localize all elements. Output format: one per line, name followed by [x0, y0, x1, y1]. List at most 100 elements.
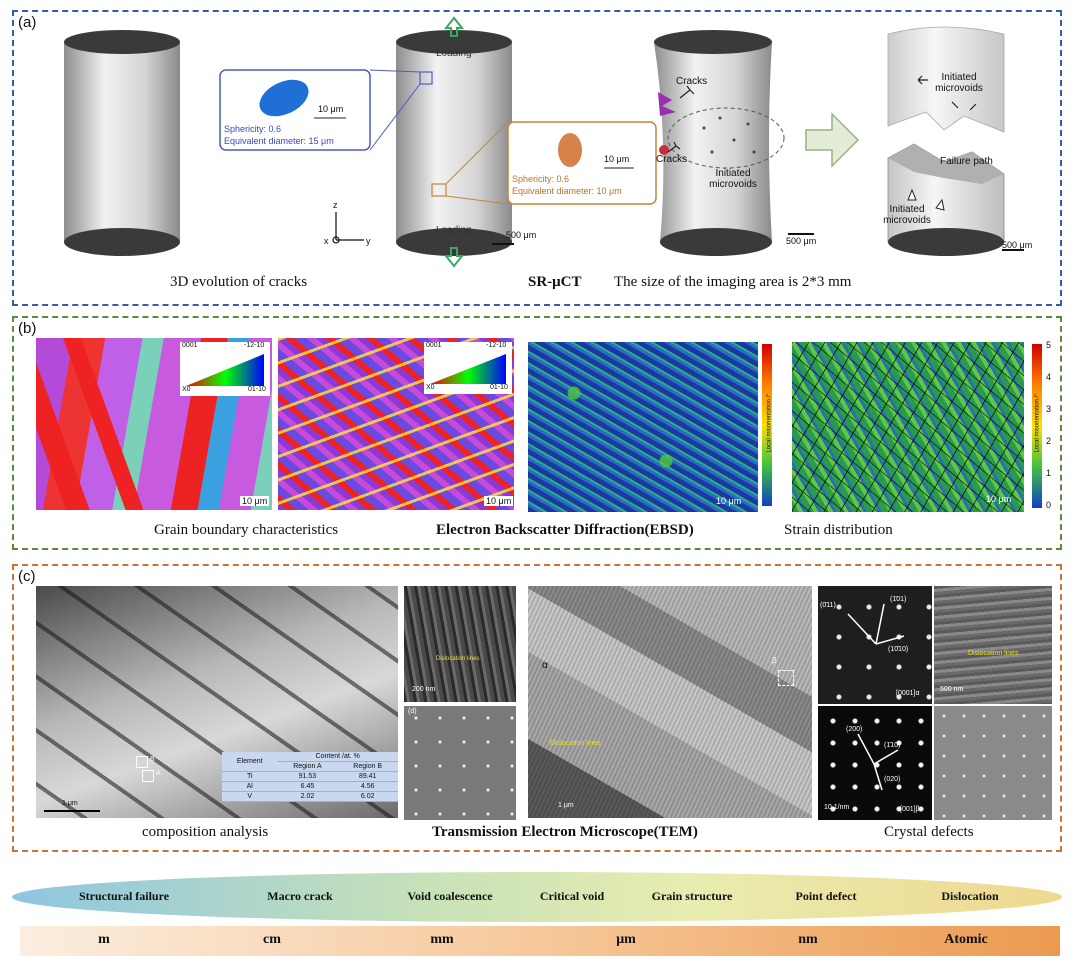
colorbar-2-tick-0: 0 — [1046, 500, 1052, 510]
saed-alpha-spot-1: (0̄11) — [820, 602, 836, 609]
initiated-microvoids-label: Initiated microvoids — [709, 168, 757, 190]
small-saed-pattern — [404, 706, 516, 820]
colorbar-1 — [762, 344, 772, 506]
center-label: Dislocation lines — [550, 740, 601, 747]
tem-right-dislocations — [934, 586, 1052, 704]
table-header-region-a: Region A — [277, 761, 338, 772]
orange-inset-scale: 10 μm — [604, 154, 630, 164]
table-cell: 6.02 — [337, 791, 398, 802]
cracks-label-1: Cracks — [676, 76, 708, 87]
panel-b-label: (b) — [18, 320, 37, 337]
ipf-1-top-left: 0001 — [182, 342, 198, 349]
saed-alpha-arrows — [847, 603, 905, 645]
kam-2-scale: 10 μm — [986, 494, 1012, 504]
failure-path-label: Failure path — [940, 156, 993, 167]
panel-a-label: (a) — [18, 14, 37, 31]
cylinder-2 — [396, 30, 512, 256]
blue-inset-scale: 10 μm — [318, 104, 344, 114]
kam-1-scale: 10 μm — [716, 496, 742, 506]
table-row: Al 6.45 4.56 — [222, 781, 398, 792]
tem-central — [528, 586, 812, 818]
phenomenon-point-defect: Point defect — [795, 889, 857, 903]
panel-b-caption-left: Grain boundary characteristics — [154, 522, 339, 538]
colorbar-2-tick-2: 2 — [1046, 436, 1052, 446]
blue-inset-sphericity: Sphericity: 0.6 — [224, 124, 282, 134]
scale-bar-label-3: 500 μm — [1002, 240, 1033, 250]
cylinder-1 — [64, 30, 180, 256]
table-row: V 2.02 6.02 — [222, 791, 398, 802]
ipf-2-top-right: -12-10 — [486, 342, 507, 349]
center-alpha-label: α — [542, 660, 548, 671]
initiated-microvoids-top-label: Initiated microvoids — [935, 72, 983, 94]
phenomenon-grain-structure: Grain structure — [651, 889, 733, 903]
saed-beta-spot-3: (020) — [884, 776, 901, 783]
region-b-label: B — [150, 756, 155, 763]
initiated-microvoids-bottom-label: Initiated microvoids — [883, 204, 931, 226]
table-cell: 89.41 — [337, 771, 398, 782]
right-tem-label: Dislocation lines — [968, 650, 1019, 657]
axis-x-label: x — [324, 236, 329, 246]
ipf-key-1 — [180, 342, 270, 396]
scale-bar-label-2: 500 μm — [786, 236, 817, 246]
unit-cm: cm — [263, 932, 281, 947]
region-a-box — [142, 770, 154, 782]
ebsd-2-scale: 10 μm — [484, 496, 514, 506]
units-band — [20, 926, 1060, 956]
kam-map-2 — [792, 342, 1024, 512]
center-scale: 1 μm — [558, 802, 574, 809]
colorbar-2-tick-1: 1 — [1046, 468, 1052, 478]
phenomenon-structural-failure: Structural failure — [78, 889, 170, 903]
panel-a-caption-method: SR-μCT — [528, 274, 582, 290]
saed-alpha-spot-3: (10̄10) — [888, 646, 909, 653]
panel-a-caption-left: 3D evolution of cracks — [170, 274, 308, 290]
blue-inset-diameter: Equivalent diameter: 15 μm — [224, 136, 334, 146]
scale-bar-label-1: 500 μm — [506, 230, 537, 240]
saed-beta-arrows — [857, 733, 899, 791]
colorbar-2-tick-4: 4 — [1046, 372, 1052, 382]
colorbar-2 — [1032, 344, 1042, 508]
center-beta-label: β — [772, 656, 777, 665]
cracks-label-2: Cracks — [656, 154, 688, 165]
panel-b-caption-method: Electron Backscatter Diffraction(EBSD) — [436, 522, 694, 538]
saed-alpha-zone: [0001]α — [896, 690, 920, 697]
ipf-key-2 — [424, 342, 512, 394]
cylinder-4-fractured — [887, 26, 1005, 256]
coordinate-axes — [332, 212, 364, 244]
panel-b-caption-right: Strain distribution — [784, 522, 893, 538]
ipf-2-bottom-right: 01-10 — [490, 384, 508, 391]
center-region-box — [778, 670, 794, 686]
phenomenon-critical-void: Critical void — [539, 889, 605, 903]
table-cell: Al — [222, 781, 278, 792]
table-cell: 4.56 — [337, 781, 398, 792]
colorbar-2-tick-5: 5 — [1046, 340, 1052, 350]
panel-c — [12, 564, 1062, 852]
table-cell: 2.02 — [277, 791, 338, 802]
table-row: Ti 91.53 89.41 — [222, 771, 398, 782]
unit-um: μm — [616, 932, 636, 947]
loading-top-label: Loading — [436, 48, 472, 59]
saed-beta-zone: [001]β — [900, 806, 920, 813]
cylinder-3 — [654, 30, 785, 256]
panel-c-caption-right: Crystal defects — [884, 824, 974, 840]
right-tem-scale: 500 nm — [940, 686, 964, 693]
region-a-label: A — [156, 770, 161, 777]
loading-bottom-label: Loading — [436, 225, 472, 236]
colorbar-1-label: Local misorientation /° — [766, 393, 773, 453]
colorbar-2-label: Local misorientation /° — [1034, 393, 1041, 453]
saed-beta-scale: 10 1/nm — [824, 804, 850, 811]
phenomena-band — [12, 872, 1062, 922]
small-tem-label: Dislocation lines — [436, 656, 480, 662]
unit-mm: mm — [430, 932, 454, 947]
bright-field-scale-bar — [44, 810, 100, 812]
saed-alpha-spot-2: (1̄01) — [890, 596, 907, 603]
panel-c-caption-left: composition analysis — [142, 824, 269, 840]
ebsd-1-scale: 10 μm — [240, 496, 270, 506]
colorbar-2-tick-3: 3 — [1046, 404, 1052, 414]
panel-a-figure — [64, 16, 1024, 268]
phenomenon-macro-crack: Macro crack — [267, 889, 333, 903]
table-cell: 91.53 — [277, 771, 338, 782]
orange-inset-sphericity: Sphericity: 0.6 — [512, 174, 570, 184]
kam-map-1 — [528, 342, 758, 512]
composition-table: Element Content /at. % Region A Region B… — [222, 752, 398, 802]
axis-z-label: z — [333, 200, 338, 210]
